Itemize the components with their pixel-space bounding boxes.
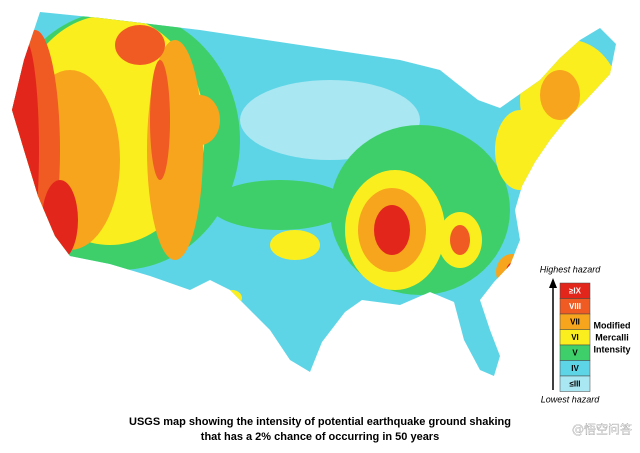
legend-level-label: ≥IX — [569, 286, 582, 295]
legend-top-label: Highest hazard — [540, 264, 602, 274]
caption: USGS map showing the intensity of potent… — [129, 416, 511, 428]
legend-level-label: VII — [570, 317, 580, 326]
legend-level-label: ≤III — [569, 379, 580, 388]
legend-swatch — [559, 375, 591, 392]
legend-level-label: V — [572, 348, 578, 357]
hazard-map — [12, 12, 616, 376]
legend: Highest hazard Lowest hazard Modified Me… — [540, 264, 631, 404]
legend-level-label: IV — [571, 364, 579, 373]
legend-level-label: VIII — [569, 302, 581, 311]
legend-arrowhead — [549, 278, 557, 288]
legend-bottom-label: Lowest hazard — [541, 394, 601, 404]
legend-title: Modified — [594, 320, 631, 330]
watermark: @悟空问答 — [572, 422, 632, 437]
legend-level-label: VI — [571, 333, 579, 342]
legend-title: Mercalli — [595, 332, 629, 342]
caption: that has a 2% chance of occurring in 50 … — [201, 431, 439, 443]
legend-title: Intensity — [593, 344, 630, 354]
